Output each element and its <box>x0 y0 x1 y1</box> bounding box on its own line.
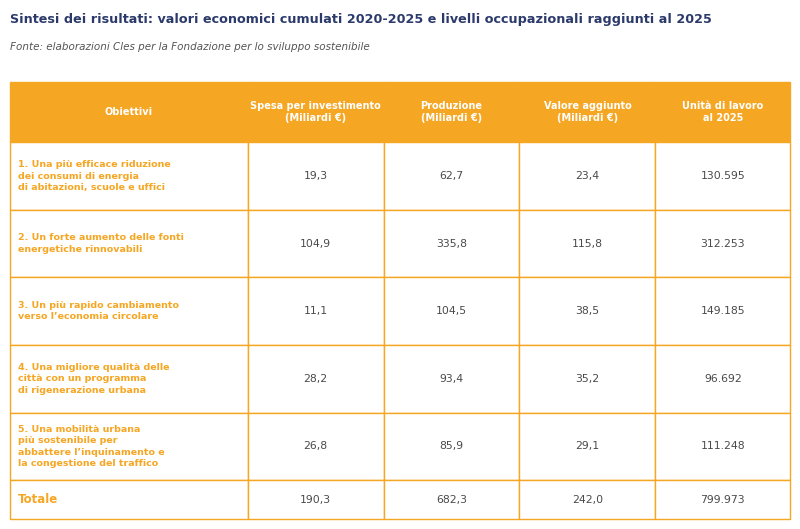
Text: 2. Un forte aumento delle fonti
energetiche rinnovabili: 2. Un forte aumento delle fonti energeti… <box>18 233 183 254</box>
Bar <box>10 82 248 142</box>
Bar <box>248 278 384 345</box>
Text: 312.253: 312.253 <box>701 239 745 249</box>
Bar <box>655 278 790 345</box>
Text: 149.185: 149.185 <box>701 306 745 316</box>
Text: 4. Una migliore qualità delle
città con un programma
di rigenerazione urbana: 4. Una migliore qualità delle città con … <box>18 363 169 395</box>
Text: 682,3: 682,3 <box>436 495 467 505</box>
Bar <box>519 480 655 519</box>
Bar <box>655 142 790 210</box>
Bar <box>519 345 655 413</box>
Text: 93,4: 93,4 <box>439 374 463 384</box>
Bar <box>384 413 519 480</box>
Bar <box>248 82 384 142</box>
Text: 23,4: 23,4 <box>575 171 599 181</box>
Bar <box>655 345 790 413</box>
Text: 5. Una mobilità urbana
più sostenibile per
abbattere l’inquinamento e
la congest: 5. Una mobilità urbana più sostenibile p… <box>18 425 164 468</box>
Bar <box>248 345 384 413</box>
Bar <box>655 82 790 142</box>
Text: 35,2: 35,2 <box>575 374 599 384</box>
Bar <box>384 142 519 210</box>
Bar <box>10 210 248 278</box>
Bar <box>248 480 384 519</box>
Text: Valore aggiunto
(Miliardi €): Valore aggiunto (Miliardi €) <box>543 101 631 123</box>
Text: Obiettivi: Obiettivi <box>105 107 153 117</box>
Bar <box>384 480 519 519</box>
Bar <box>655 413 790 480</box>
Bar <box>384 82 519 142</box>
Text: 104,9: 104,9 <box>300 239 331 249</box>
Text: Sintesi dei risultati: valori economici cumulati 2020-2025 e livelli occupaziona: Sintesi dei risultati: valori economici … <box>10 13 711 26</box>
Bar <box>10 413 248 480</box>
Text: 38,5: 38,5 <box>575 306 599 316</box>
Text: 799.973: 799.973 <box>701 495 745 505</box>
Bar <box>248 210 384 278</box>
Text: 26,8: 26,8 <box>304 441 328 451</box>
Bar <box>519 142 655 210</box>
Text: 115,8: 115,8 <box>572 239 603 249</box>
Bar <box>10 480 248 519</box>
Text: 62,7: 62,7 <box>439 171 463 181</box>
Bar <box>519 210 655 278</box>
Bar <box>519 278 655 345</box>
Text: Fonte: elaborazioni Cles per la Fondazione per lo sviluppo sostenibile: Fonte: elaborazioni Cles per la Fondazio… <box>10 42 370 52</box>
Text: 85,9: 85,9 <box>439 441 463 451</box>
Text: 111.248: 111.248 <box>701 441 745 451</box>
Text: 19,3: 19,3 <box>304 171 328 181</box>
Bar <box>248 142 384 210</box>
Bar <box>384 278 519 345</box>
Text: Produzione
(Miliardi €): Produzione (Miliardi €) <box>421 101 482 123</box>
Bar <box>384 345 519 413</box>
Text: 1. Una più efficace riduzione
dei consumi di energia
di abitazioni, scuole e uff: 1. Una più efficace riduzione dei consum… <box>18 160 170 192</box>
Text: 190,3: 190,3 <box>300 495 331 505</box>
Bar <box>655 210 790 278</box>
Bar <box>655 480 790 519</box>
Text: 3. Un più rapido cambiamento
verso l’economia circolare: 3. Un più rapido cambiamento verso l’eco… <box>18 301 178 322</box>
Text: 242,0: 242,0 <box>572 495 603 505</box>
Text: 104,5: 104,5 <box>436 306 467 316</box>
Text: 11,1: 11,1 <box>304 306 328 316</box>
Bar <box>248 413 384 480</box>
Text: Spesa per investimento
(Miliardi €): Spesa per investimento (Miliardi €) <box>250 101 381 123</box>
Text: 130.595: 130.595 <box>701 171 746 181</box>
Bar <box>384 210 519 278</box>
Text: 96.692: 96.692 <box>704 374 742 384</box>
Bar <box>519 82 655 142</box>
Bar <box>10 345 248 413</box>
Bar <box>519 413 655 480</box>
Text: 29,1: 29,1 <box>575 441 599 451</box>
Text: Totale: Totale <box>18 493 58 506</box>
Bar <box>10 142 248 210</box>
Text: 335,8: 335,8 <box>436 239 467 249</box>
Text: 28,2: 28,2 <box>304 374 328 384</box>
Text: Unità di lavoro
al 2025: Unità di lavoro al 2025 <box>682 101 763 123</box>
Bar <box>10 278 248 345</box>
